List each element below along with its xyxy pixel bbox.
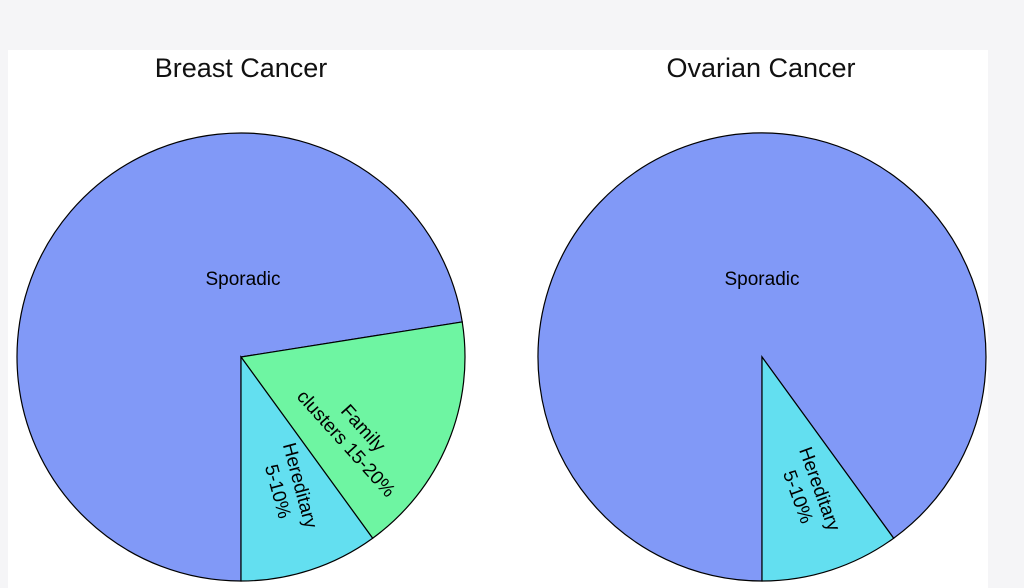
chart-title: Breast Cancer bbox=[155, 53, 328, 83]
pie-slice-hereditary-5-10 bbox=[240, 355, 374, 582]
pie-slice-sporadic bbox=[16, 132, 463, 582]
pie-slice-hereditary-5-10 bbox=[761, 355, 895, 582]
slice-label-sporadic: Sporadic bbox=[725, 269, 800, 290]
chart-title: Ovarian Cancer bbox=[666, 53, 855, 83]
pie-slice-family-clusters-15-20 bbox=[239, 321, 466, 540]
slice-label-sporadic: Sporadic bbox=[206, 269, 281, 290]
